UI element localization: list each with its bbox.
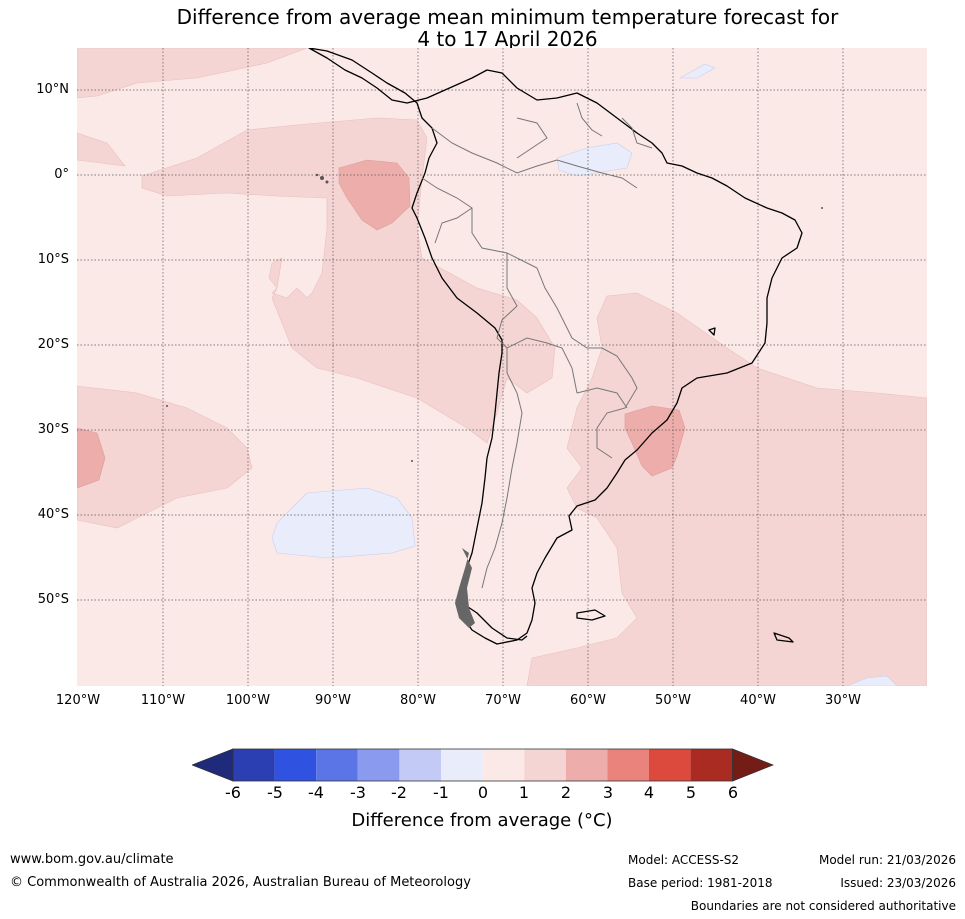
colorbar-swatch	[399, 749, 441, 781]
colorbar-swatch	[607, 749, 649, 781]
colorbar-swatch	[565, 749, 608, 781]
colorbar-tick: 0	[477, 783, 489, 802]
lon-label-50w: 50°W	[655, 693, 691, 708]
lat-label-10s: 10°S	[37, 252, 69, 267]
title-line-1: Difference from average mean minimum tem…	[176, 5, 839, 29]
lon-label-120w: 120°W	[55, 693, 101, 708]
anomaly-1-to-2	[77, 48, 927, 686]
colorbar-tick: 6	[727, 783, 739, 802]
lon-label-70w: 70°W	[485, 693, 521, 708]
chile-archipelago	[455, 548, 475, 628]
colorbar-tick: -4	[308, 783, 324, 802]
lat-label-40s: 40°S	[37, 507, 69, 522]
graticule	[77, 48, 927, 686]
colorbar-tick: -5	[267, 783, 283, 802]
lat-label-30s: 30°S	[37, 422, 69, 437]
lat-label-50s: 50°S	[37, 592, 69, 607]
colorbar-swatch	[524, 749, 566, 781]
colorbar	[192, 748, 774, 782]
colorbar-label: Difference from average (°C)	[351, 810, 613, 831]
coastline	[308, 48, 803, 645]
colorbar-swatch	[649, 749, 691, 781]
lon-label-80w: 80°W	[400, 693, 436, 708]
colorbar-tick: -3	[350, 783, 366, 802]
colorbar-swatch	[233, 749, 275, 781]
colorbar-arrow-low	[192, 748, 234, 782]
islands	[166, 173, 823, 462]
colorbar-tick: -6	[225, 783, 241, 802]
base-period: Base period: 1981-2018	[628, 876, 773, 890]
colorbar-swatch	[482, 749, 525, 781]
lat-label-0: 0°	[54, 167, 69, 182]
lon-label-60w: 60°W	[570, 693, 606, 708]
country-borders	[421, 102, 653, 589]
lon-label-40w: 40°W	[740, 693, 776, 708]
lat-label-10n: 10°N	[36, 82, 69, 97]
colorbar-swatch	[690, 749, 733, 781]
colorbar-swatch	[357, 749, 400, 781]
disclaimer: Boundaries are not considered authoritat…	[690, 899, 956, 913]
lon-label-30w: 30°W	[825, 693, 861, 708]
title-line-2: 4 to 17 April 2026	[417, 27, 598, 51]
lon-label-90w: 90°W	[315, 693, 351, 708]
website-link[interactable]: www.bom.gov.au/climate	[10, 852, 174, 867]
anomaly-negative	[271, 63, 898, 686]
colorbar-tick: 2	[560, 783, 572, 802]
colorbar-tick: -1	[433, 783, 449, 802]
colorbar-tick: -2	[391, 783, 407, 802]
colorbar-tick: 4	[643, 783, 655, 802]
colorbar-tick: 1	[518, 783, 530, 802]
lon-label-100w: 100°W	[225, 693, 271, 708]
colorbar-swatch	[441, 749, 483, 781]
copyright: © Commonwealth of Australia 2026, Austra…	[10, 875, 471, 890]
anomaly-2-to-3	[77, 159, 686, 489]
model-name: Model: ACCESS-S2	[628, 853, 740, 867]
issued-date: Issued: 23/03/2026	[840, 876, 956, 890]
model-run: Model run: 21/03/2026	[818, 853, 956, 867]
colorbar-tick: 5	[685, 783, 697, 802]
colorbar-swatch	[316, 749, 358, 781]
colorbar-tick: 3	[602, 783, 614, 802]
lat-label-20s: 20°S	[37, 337, 69, 352]
colorbar-swatch	[274, 749, 317, 781]
colorbar-arrow-high	[732, 748, 774, 782]
lon-label-110w: 110°W	[140, 693, 186, 708]
forecast-map	[77, 48, 927, 686]
